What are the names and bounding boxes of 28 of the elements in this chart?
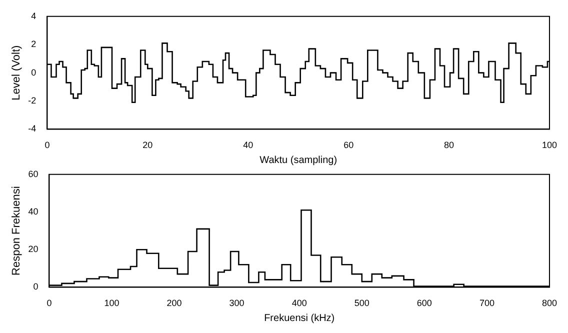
x-tick-label: 500 [354,298,370,308]
y-tick-label: 20 [28,244,38,254]
x-tick-label: 0 [46,298,52,308]
x-tick-label: 80 [444,140,454,150]
x-tick-label: 300 [229,298,244,308]
x-tick-label: 60 [344,140,354,150]
x-tick-label: 20 [142,140,153,150]
x-tick-label: 0 [44,140,50,150]
x-tick-label: 800 [542,298,558,308]
x-tick-label: 400 [292,298,307,308]
x-tick-label: 100 [542,140,558,150]
y-tick-label: -2 [28,95,36,106]
x-axis-title: Frekuensi (kHz) [264,312,335,324]
y-tick-label: 2 [31,39,36,50]
y-tick-label: 40 [28,206,38,216]
y-tick-label: 0 [33,282,38,292]
x-tick-label: 600 [416,298,432,308]
x-tick-label: 40 [243,140,254,150]
x-tick-label: 200 [166,298,182,308]
y-tick-label: -4 [28,124,36,134]
y-axis-title: Level (Volt) [10,45,23,100]
y-tick-label: 4 [31,10,36,21]
y-axis-title: Respon Frekuensi [10,186,23,276]
x-tick-label: 100 [104,298,120,308]
x-tick-label: 700 [479,298,494,308]
x-axis-title: Waktu (sampling) [260,154,338,166]
y-tick-label: 60 [28,168,38,179]
y-tick-label: 0 [31,67,36,78]
